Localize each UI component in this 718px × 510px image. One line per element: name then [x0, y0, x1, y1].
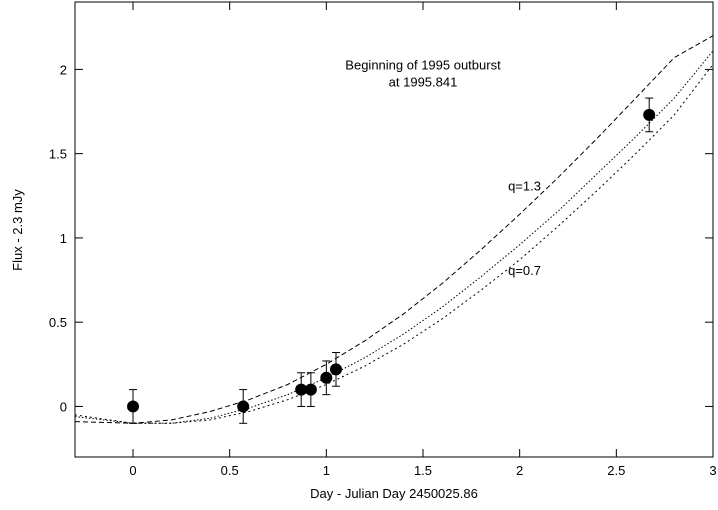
data-point	[320, 371, 333, 384]
x-tick-label: 3	[709, 463, 716, 478]
data-points	[127, 97, 656, 424]
data-point	[127, 400, 139, 413]
model-curve-2	[75, 64, 713, 424]
model-curve-1	[75, 50, 713, 424]
data-point	[304, 383, 317, 396]
y-tick-label: 1	[60, 231, 67, 246]
x-tick-label: 2	[516, 463, 523, 478]
annotation-title-line2: at 1995.841	[389, 74, 458, 89]
y-axis-ticks: 0 0.5 1 1.5 2	[49, 62, 713, 414]
x-tick-label: 2.5	[607, 463, 625, 478]
y-tick-label: 2	[60, 62, 67, 77]
x-tick-label: 0	[129, 463, 136, 478]
data-point	[643, 108, 656, 121]
data-point	[330, 363, 342, 376]
x-tick-label: 0.5	[221, 463, 239, 478]
x-axis-title: Day - Julian Day 2450025.86	[310, 486, 478, 501]
x-tick-label: 1.5	[414, 463, 432, 478]
annotation-q13: q=1.3	[508, 179, 541, 194]
model-curves	[75, 35, 713, 424]
y-tick-label: 0.5	[49, 315, 67, 330]
y-tick-label: 0	[60, 399, 67, 414]
data-point	[295, 383, 308, 396]
model-curve-0	[75, 35, 713, 424]
x-tick-label: 1	[323, 463, 330, 478]
annotation-q07: q=0.7	[508, 263, 541, 278]
y-axis-title: Flux - 2.3 mJy	[10, 189, 25, 271]
x-axis-ticks: 0 0.5 1 1.5 2 2.5 3	[129, 2, 717, 478]
plot-area	[74, 1, 714, 458]
data-point	[237, 400, 250, 413]
annotation-title-line1: Beginning of 1995 outburst	[345, 57, 501, 72]
y-tick-label: 1.5	[49, 147, 67, 162]
